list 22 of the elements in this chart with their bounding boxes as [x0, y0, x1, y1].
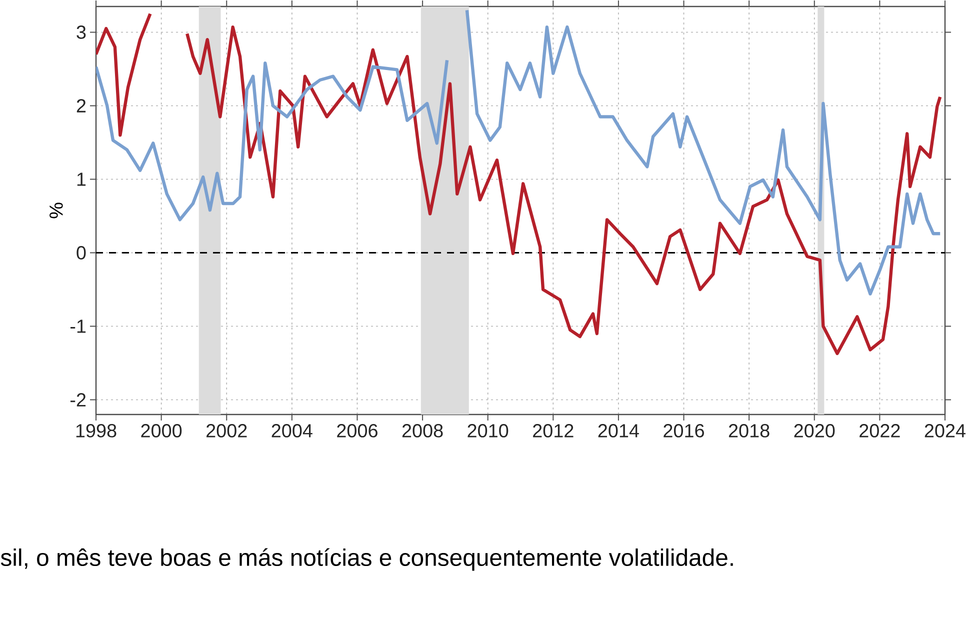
x-tick-label: 2020	[794, 424, 835, 438]
x-tick-label: 1998	[76, 424, 116, 438]
y-axis-title: %	[50, 202, 63, 218]
x-tick-label: 2022	[860, 424, 900, 438]
x-tick-label: 2002	[206, 424, 247, 438]
x-tick-label: 2014	[598, 424, 639, 438]
x-tick-label: 2012	[533, 424, 574, 438]
y-tick-label: -1	[70, 320, 86, 333]
text: sil, o mês teve boas e más notícias e consequentemente volatilidade.	[0, 548, 733, 571]
x-tick-label: 2004	[272, 424, 312, 438]
y-tick-label: 1	[77, 172, 86, 186]
y-tick-label: 3	[76, 25, 86, 39]
x-tick-label: 2024	[924, 424, 966, 438]
x-tick-label: 2018	[728, 424, 770, 438]
y-tick-label: 2	[76, 98, 86, 112]
x-tick-label: 2006	[337, 424, 378, 438]
y-tick-label: -2	[70, 392, 86, 406]
x-tick-label: 2010	[468, 424, 508, 438]
y-tick-label: 0	[76, 246, 86, 260]
x-tick-label: 2008	[402, 424, 443, 438]
x-tick-label: 2016	[664, 424, 704, 438]
x-tick-label: 2000	[141, 424, 182, 438]
